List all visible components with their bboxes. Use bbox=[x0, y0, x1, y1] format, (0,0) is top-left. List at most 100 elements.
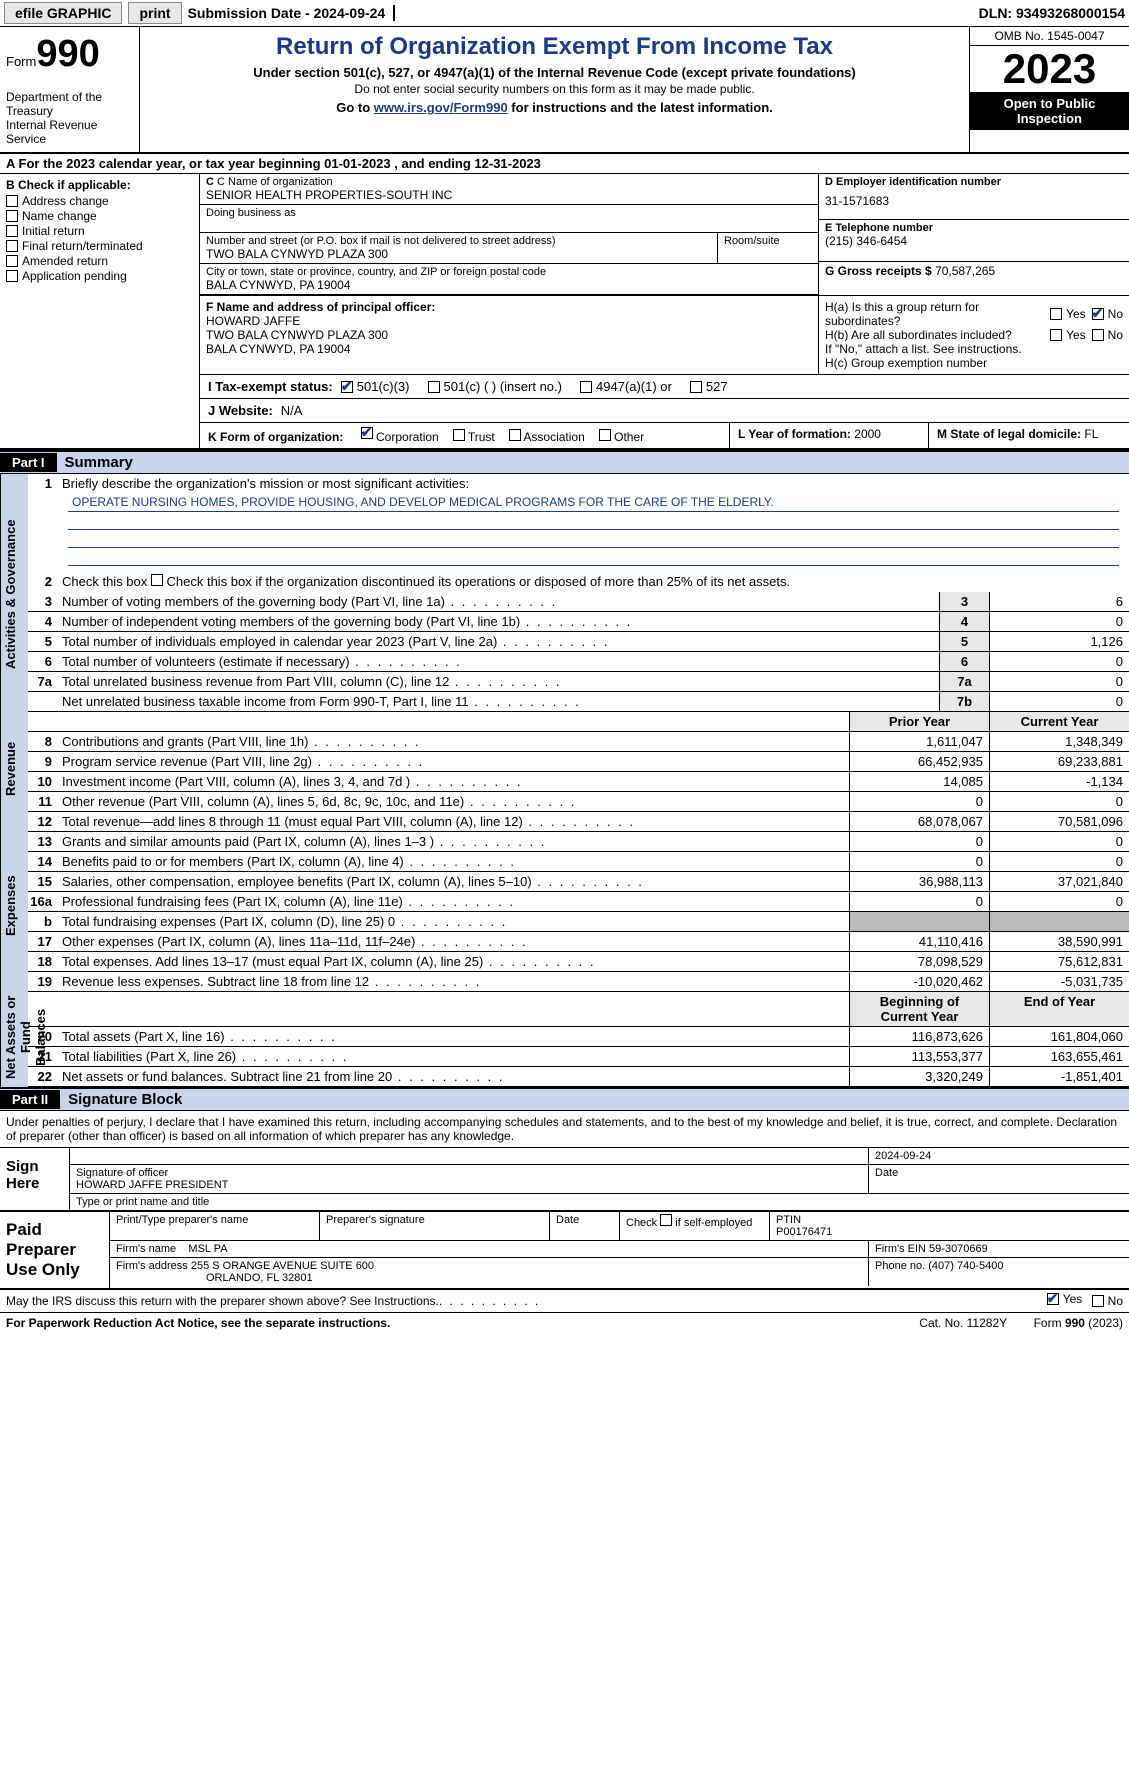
section-b-item: Application pending bbox=[6, 269, 193, 283]
summary-row: 20Total assets (Part X, line 16)116,873,… bbox=[28, 1027, 1129, 1047]
section-c-name: C C Name of organization SENIOR HEALTH P… bbox=[200, 174, 818, 205]
section-f-officer: F Name and address of principal officer:… bbox=[200, 296, 819, 374]
section-b-item: Initial return bbox=[6, 224, 193, 238]
dept-treasury: Department of the Treasury bbox=[6, 90, 133, 118]
summary-row: 4Number of independent voting members of… bbox=[28, 612, 1129, 632]
submission-date: Submission Date - 2024-09-24 bbox=[188, 5, 396, 21]
open-inspection-badge: Open to Public Inspection bbox=[970, 92, 1129, 130]
hb-yes-checkbox[interactable] bbox=[1050, 329, 1062, 341]
section-c-dba: Doing business as bbox=[200, 205, 818, 233]
summary-row: 17Other expenses (Part IX, column (A), l… bbox=[28, 932, 1129, 952]
section-b-checkbox[interactable] bbox=[6, 270, 18, 282]
line-a-tax-year: A For the 2023 calendar year, or tax yea… bbox=[0, 154, 1129, 174]
print-button[interactable]: print bbox=[128, 2, 181, 24]
section-d-ein: D Employer identification number 31-1571… bbox=[819, 174, 1129, 220]
q2-checkbox[interactable] bbox=[151, 574, 163, 586]
summary-row: 16aProfessional fundraising fees (Part I… bbox=[28, 892, 1129, 912]
ha-no-checkbox[interactable] bbox=[1092, 308, 1104, 320]
summary-row: 13Grants and similar amounts paid (Part … bbox=[28, 832, 1129, 852]
side-label-revenue: Revenue bbox=[0, 714, 28, 824]
officer-name: HOWARD JAFFE PRESIDENT bbox=[76, 1179, 862, 1191]
section-b-checkbox[interactable] bbox=[6, 225, 18, 237]
ha-yes-checkbox[interactable] bbox=[1050, 308, 1062, 320]
section-b-item: Name change bbox=[6, 209, 193, 223]
discuss-yes-checkbox[interactable] bbox=[1047, 1293, 1059, 1305]
summary-row: 11Other revenue (Part VIII, column (A), … bbox=[28, 792, 1129, 812]
form-org-checkbox[interactable] bbox=[361, 427, 373, 439]
summary-row: 22Net assets or fund balances. Subtract … bbox=[28, 1067, 1129, 1087]
prior-current-header: Prior Year Current Year bbox=[28, 712, 1129, 732]
section-c-room: Room/suite bbox=[718, 233, 818, 264]
side-label-expenses: Expenses bbox=[0, 824, 28, 988]
form-org-checkbox[interactable] bbox=[453, 429, 465, 441]
section-c-city: City or town, state or province, country… bbox=[200, 264, 818, 295]
identity-block: B Check if applicable: Address changeNam… bbox=[0, 174, 1129, 450]
ssn-note: Do not enter social security numbers on … bbox=[150, 82, 959, 96]
section-b-item: Amended return bbox=[6, 254, 193, 268]
firm-ein: 59-3070669 bbox=[929, 1243, 988, 1255]
section-b-checkbox[interactable] bbox=[6, 195, 18, 207]
section-m-state: M State of legal domicile: FL bbox=[929, 423, 1129, 448]
section-b-checkbox[interactable] bbox=[6, 240, 18, 252]
goto-link-row: Go to www.irs.gov/Form990 for instructio… bbox=[150, 100, 959, 115]
tax-status-checkbox[interactable] bbox=[428, 381, 440, 393]
side-label-governance: Activities & Governance bbox=[0, 474, 28, 714]
form-org-checkbox[interactable] bbox=[509, 429, 521, 441]
q2-discontinued: Check this box Check this box if the org… bbox=[58, 572, 1129, 592]
section-j-website: J Website: N/A bbox=[200, 398, 1129, 422]
irs-label: Internal Revenue Service bbox=[6, 118, 133, 146]
discuss-no-checkbox[interactable] bbox=[1092, 1295, 1104, 1307]
section-b-checkboxes: B Check if applicable: Address changeNam… bbox=[0, 174, 200, 448]
summary-row: bTotal fundraising expenses (Part IX, co… bbox=[28, 912, 1129, 932]
tax-status-checkbox[interactable] bbox=[341, 381, 353, 393]
self-employed-checkbox[interactable] bbox=[660, 1214, 672, 1226]
form-header: Form990 Department of the Treasury Inter… bbox=[0, 27, 1129, 154]
summary-row: 6Total number of volunteers (estimate if… bbox=[28, 652, 1129, 672]
efile-graphic-button[interactable]: efile GRAPHIC bbox=[4, 2, 122, 24]
omb-number: OMB No. 1545-0047 bbox=[970, 27, 1129, 46]
section-b-item: Address change bbox=[6, 194, 193, 208]
summary-row: 10Investment income (Part VIII, column (… bbox=[28, 772, 1129, 792]
tax-status-checkbox[interactable] bbox=[580, 381, 592, 393]
top-toolbar: efile GRAPHIC print Submission Date - 20… bbox=[0, 0, 1129, 27]
summary-row: 8Contributions and grants (Part VIII, li… bbox=[28, 732, 1129, 752]
sign-here-block: Sign Here 2024-09-24 Signature of office… bbox=[0, 1148, 1129, 1212]
part-i-header: Part I Summary bbox=[0, 450, 1129, 474]
hb-no-checkbox[interactable] bbox=[1092, 329, 1104, 341]
section-b-checkbox[interactable] bbox=[6, 210, 18, 222]
firm-addr1: 255 S ORANGE AVENUE SUITE 600 bbox=[191, 1260, 374, 1272]
dln-number: DLN: 93493268000154 bbox=[979, 5, 1125, 21]
q1-label: Briefly describe the organization's miss… bbox=[58, 474, 1129, 494]
irs-form990-link[interactable]: www.irs.gov/Form990 bbox=[374, 100, 508, 115]
tax-status-checkbox[interactable] bbox=[690, 381, 702, 393]
form-number: Form990 bbox=[6, 33, 133, 76]
summary-row: 7aTotal unrelated business revenue from … bbox=[28, 672, 1129, 692]
section-b-checkbox[interactable] bbox=[6, 255, 18, 267]
form-title: Return of Organization Exempt From Incom… bbox=[150, 33, 959, 61]
summary-row: 9Program service revenue (Part VIII, lin… bbox=[28, 752, 1129, 772]
page-footer: For Paperwork Reduction Act Notice, see … bbox=[0, 1313, 1129, 1333]
part-i-summary: Activities & Governance Revenue Expenses… bbox=[0, 474, 1129, 1087]
summary-row: 14Benefits paid to or for members (Part … bbox=[28, 852, 1129, 872]
begin-end-header: Beginning of Current Year End of Year bbox=[28, 992, 1129, 1027]
side-label-net-assets: Net Assets or Fund Balances bbox=[0, 988, 28, 1087]
firm-phone: (407) 740-5400 bbox=[928, 1260, 1003, 1272]
section-g-receipts: G Gross receipts $ 70,587,265 bbox=[819, 262, 1129, 280]
form-subtitle: Under section 501(c), 527, or 4947(a)(1)… bbox=[150, 65, 959, 80]
ptin-value: P00176471 bbox=[776, 1226, 1123, 1238]
mission-text: OPERATE NURSING HOMES, PROVIDE HOUSING, … bbox=[68, 494, 1119, 512]
summary-row: 3Number of voting members of the governi… bbox=[28, 592, 1129, 612]
summary-row: 18Total expenses. Add lines 13–17 (must … bbox=[28, 952, 1129, 972]
section-h-group: H(a) Is this a group return for subordin… bbox=[819, 296, 1129, 374]
discuss-preparer-row: May the IRS discuss this return with the… bbox=[0, 1290, 1129, 1313]
summary-row: 12Total revenue—add lines 8 through 11 (… bbox=[28, 812, 1129, 832]
form-org-checkbox[interactable] bbox=[599, 429, 611, 441]
tax-year: 2023 bbox=[970, 46, 1129, 92]
section-i-tax-status: I Tax-exempt status: 501(c)(3)501(c) ( )… bbox=[200, 374, 1129, 398]
section-k-form-org: K Form of organization: Corporation Trus… bbox=[200, 423, 729, 448]
summary-row: 21Total liabilities (Part X, line 26)113… bbox=[28, 1047, 1129, 1067]
perjury-declaration: Under penalties of perjury, I declare th… bbox=[0, 1111, 1129, 1148]
section-b-item: Final return/terminated bbox=[6, 239, 193, 253]
section-l-year: L Year of formation: 2000 bbox=[729, 423, 929, 448]
section-e-phone: E Telephone number (215) 346-6454 bbox=[819, 220, 1129, 262]
